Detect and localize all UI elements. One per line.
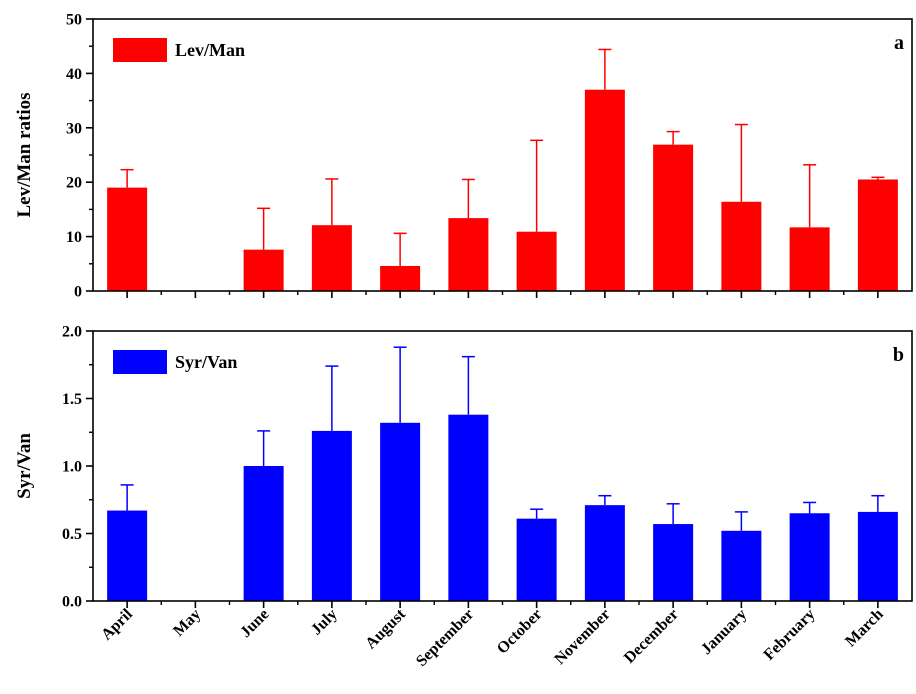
bar-september bbox=[448, 414, 489, 601]
month-label-september: September bbox=[413, 606, 477, 670]
panel-a: 0 10 20 30 40 50 Lev/Man ratios Lev/Man a bbox=[14, 12, 913, 301]
bar-february bbox=[789, 513, 830, 601]
bar-july bbox=[311, 225, 352, 291]
y-tick-label: 30 bbox=[66, 120, 82, 137]
month-label-june: June bbox=[237, 606, 272, 641]
bar-june bbox=[243, 249, 284, 291]
month-label-january: January bbox=[698, 606, 750, 658]
bar-august bbox=[380, 422, 421, 601]
y-tick-label: 2.0 bbox=[62, 324, 82, 341]
y-tick-label: 20 bbox=[66, 175, 82, 192]
y-axis-label: Lev/Man ratios bbox=[14, 92, 35, 217]
bar-october bbox=[516, 231, 557, 291]
bar-june bbox=[243, 466, 284, 601]
bar-december bbox=[653, 524, 694, 601]
bar-august bbox=[380, 265, 421, 291]
legend-label: Syr/Van bbox=[175, 352, 237, 372]
bar-january bbox=[721, 530, 762, 601]
y-tick-label: 50 bbox=[66, 12, 82, 29]
bar-april bbox=[107, 510, 148, 601]
month-label-february: February bbox=[761, 606, 819, 664]
bar-february bbox=[789, 227, 830, 291]
month-label-august: August bbox=[362, 605, 409, 652]
panel-label: a bbox=[894, 32, 904, 54]
legend-swatch bbox=[113, 38, 167, 62]
bar-december bbox=[653, 144, 694, 291]
y-tick-label: 40 bbox=[66, 66, 82, 83]
month-label-december: December bbox=[621, 606, 682, 667]
bar-july bbox=[311, 430, 352, 601]
y-axis-label: Syr/Van bbox=[14, 433, 35, 499]
month-label-may: May bbox=[170, 606, 204, 640]
y-tick-label: 1.0 bbox=[62, 459, 82, 476]
legend-swatch bbox=[113, 350, 167, 374]
bar-november bbox=[584, 505, 625, 601]
month-labels: April May June July August September October No… bbox=[98, 605, 887, 670]
y-tick-label: 0.5 bbox=[62, 526, 82, 543]
month-label-april: April bbox=[98, 605, 136, 643]
y-tick-label: 0.0 bbox=[62, 594, 82, 611]
y-tick-label: 0 bbox=[74, 284, 82, 301]
bar-november bbox=[584, 89, 625, 291]
month-label-october: October bbox=[494, 606, 546, 658]
y-tick-label: 1.5 bbox=[62, 391, 82, 408]
bar-april bbox=[107, 187, 148, 291]
bar-january bbox=[721, 201, 762, 291]
panel-b: 0.0 0.5 1.0 1.5 2.0 Syr/Van Syr/Van b bbox=[14, 324, 913, 611]
month-label-march: March bbox=[842, 606, 887, 651]
bar-october bbox=[516, 518, 557, 601]
month-label-july: July bbox=[308, 606, 341, 639]
bar-march bbox=[857, 511, 898, 601]
month-label-november: November bbox=[551, 606, 613, 668]
bar-march bbox=[857, 179, 898, 291]
panel-label: b bbox=[893, 344, 904, 366]
y-tick-label: 10 bbox=[66, 229, 82, 246]
legend-label: Lev/Man bbox=[175, 40, 245, 60]
bar-september bbox=[448, 218, 489, 291]
